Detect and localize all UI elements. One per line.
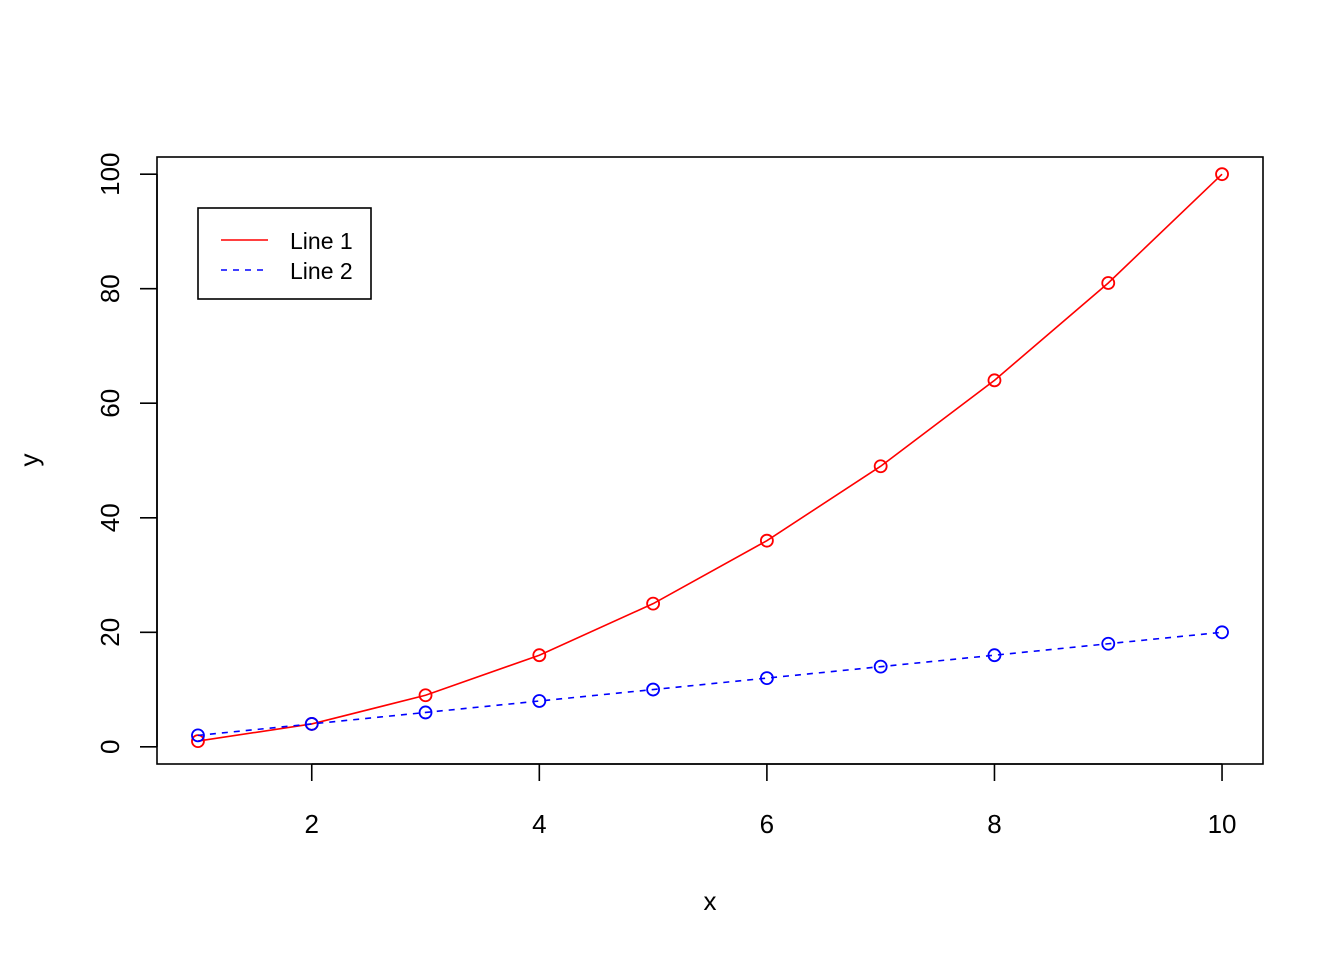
y-axis: 0 20 40 60 80 100 <box>95 152 158 754</box>
x-tick-label: 8 <box>987 809 1001 839</box>
legend: Line 1 Line 2 <box>197 207 372 300</box>
series-1-point <box>873 459 888 474</box>
series-2-point <box>1101 636 1116 651</box>
series-2-point <box>418 705 433 720</box>
series-2-point <box>759 671 774 686</box>
y-tick-label: 0 <box>95 740 125 754</box>
legend-label-line-2: Line 2 <box>290 258 353 284</box>
series-2-point <box>1215 625 1229 640</box>
y-tick-label: 40 <box>95 503 125 532</box>
y-axis-title: y <box>14 454 44 467</box>
series-1-point <box>759 533 774 548</box>
series-1-point <box>532 648 547 663</box>
x-tick-label: 10 <box>1208 809 1237 839</box>
series-1-point <box>418 688 433 703</box>
series-layer <box>191 167 1229 748</box>
x-tick-label: 2 <box>305 809 319 839</box>
series-2-line <box>197 631 1223 737</box>
series-2-point <box>532 694 547 708</box>
series-2-point <box>191 728 205 743</box>
y-tick-label: 80 <box>95 274 125 303</box>
series-1-point <box>987 373 1002 388</box>
legend-box <box>197 207 372 300</box>
series-2-point <box>987 648 1002 663</box>
legend-label-line-1: Line 1 <box>290 228 353 254</box>
x-axis: 2 4 6 8 10 <box>305 763 1237 839</box>
series-1-line <box>197 173 1223 742</box>
series-1-point <box>1101 276 1116 290</box>
series-2-point <box>873 659 888 674</box>
y-tick-label: 20 <box>95 618 125 647</box>
y-tick-label: 60 <box>95 389 125 418</box>
x-tick-label: 6 <box>760 809 774 839</box>
series-1-point <box>1215 167 1229 182</box>
y-tick-label: 100 <box>95 152 125 195</box>
x-axis-title: x <box>704 886 717 916</box>
series-2-point <box>646 682 661 697</box>
series-2-point <box>304 717 319 731</box>
x-tick-label: 4 <box>532 809 546 839</box>
series-1-point <box>646 596 661 611</box>
